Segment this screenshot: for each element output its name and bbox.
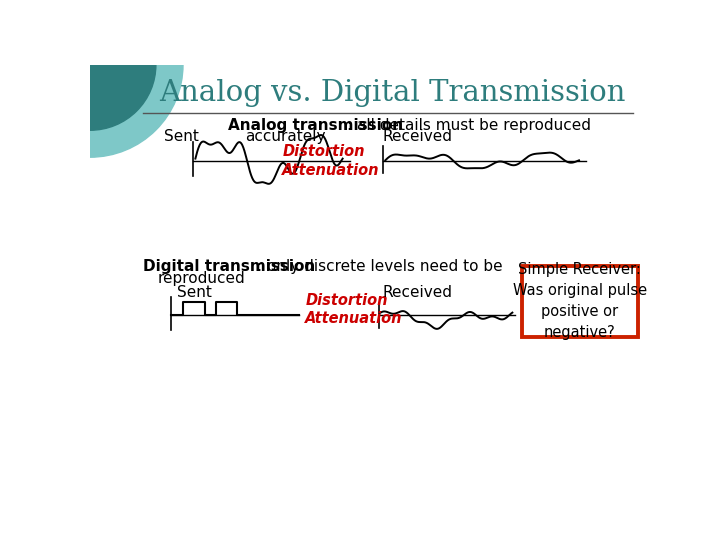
Text: Received: Received <box>383 129 453 144</box>
Text: Sent: Sent <box>163 129 199 144</box>
Text: : all details must be reproduced: : all details must be reproduced <box>346 118 590 133</box>
Text: : only discrete levels need to be: : only discrete levels need to be <box>258 259 503 274</box>
Text: Sent: Sent <box>177 285 212 300</box>
Text: Analog vs. Digital Transmission: Analog vs. Digital Transmission <box>159 79 626 107</box>
FancyBboxPatch shape <box>522 266 638 336</box>
Text: Received: Received <box>383 285 453 300</box>
Text: Digital transmission: Digital transmission <box>143 259 315 274</box>
Circle shape <box>0 0 183 157</box>
Text: Distortion
Attenuation: Distortion Attenuation <box>305 293 403 326</box>
Text: Distortion
Attenuation: Distortion Attenuation <box>282 144 379 178</box>
Circle shape <box>24 0 156 130</box>
Text: accurately: accurately <box>245 129 325 144</box>
Text: Analog transmission: Analog transmission <box>228 118 403 133</box>
Text: Simple Receiver:
Was original pulse
positive or
negative?: Simple Receiver: Was original pulse posi… <box>513 262 647 340</box>
Text: reproduced: reproduced <box>158 271 246 286</box>
